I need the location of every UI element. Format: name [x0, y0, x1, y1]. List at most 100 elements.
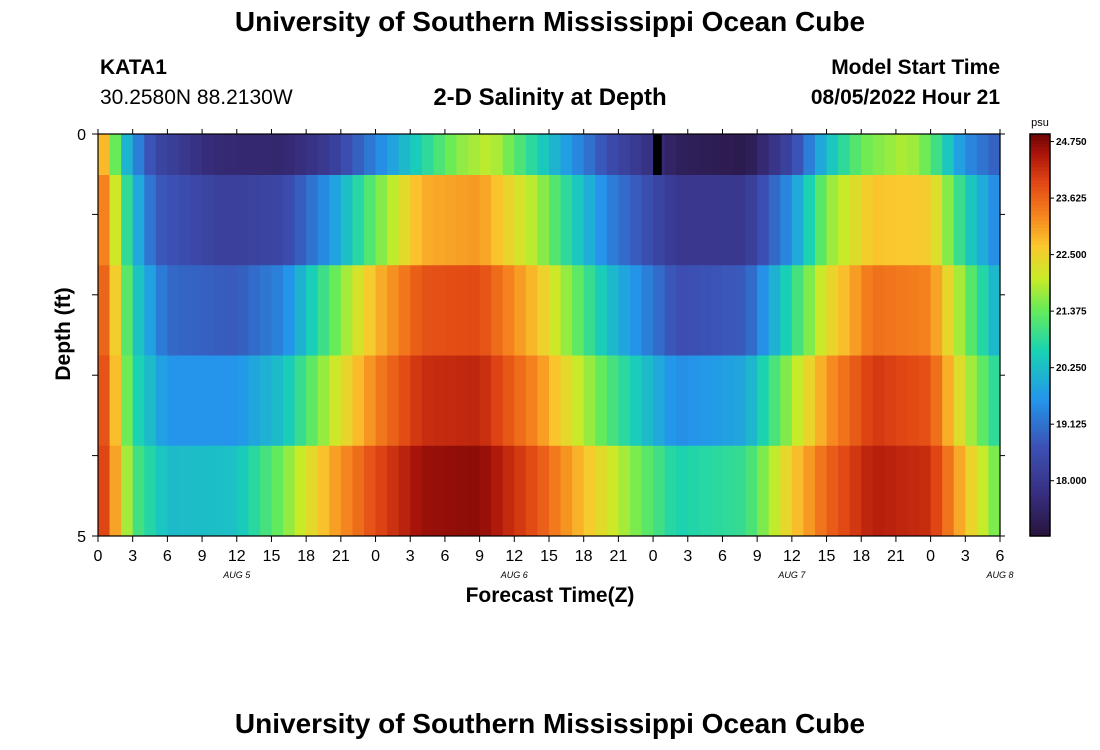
heatmap-cell — [525, 265, 539, 356]
heatmap-cell — [178, 265, 192, 356]
x-tick-label: 12 — [505, 548, 523, 565]
heatmap-cell — [861, 445, 874, 537]
heatmap-cell — [629, 445, 643, 537]
colorbar-segment — [1030, 361, 1050, 366]
colorbar-segment — [1030, 435, 1050, 440]
x-tick-label: 0 — [926, 548, 935, 565]
y-axis-label: Depth (ft) — [52, 287, 75, 381]
colorbar-segment — [1030, 284, 1050, 289]
heatmap-cell — [965, 445, 978, 537]
colorbar-segment — [1030, 274, 1050, 279]
heatmap-cell — [202, 445, 215, 537]
colorbar-segment — [1030, 140, 1050, 145]
heatmap-cell — [213, 265, 226, 356]
heatmap-cell — [768, 134, 781, 176]
heatmap-cell — [352, 445, 365, 537]
heatmap-cell — [421, 265, 434, 356]
heatmap-cell — [583, 134, 596, 176]
colorbar-segment — [1030, 405, 1050, 410]
heatmap-cell — [167, 265, 180, 356]
heatmap-cell — [363, 175, 377, 266]
colorbar-segment — [1030, 197, 1050, 202]
heatmap-cell — [190, 134, 203, 176]
heatmap-cell — [259, 175, 273, 266]
heatmap-cell — [121, 134, 134, 176]
colorbar-segment — [1030, 355, 1050, 359]
heatmap-cell — [456, 175, 469, 266]
heatmap-cell — [352, 175, 365, 266]
heatmap-cell — [271, 175, 284, 266]
colorbar-segment — [1030, 308, 1050, 313]
x-tick-label: 3 — [961, 548, 970, 565]
heatmap-cell — [757, 355, 770, 447]
heatmap-cell — [930, 134, 943, 176]
heatmap-cell — [560, 265, 573, 356]
heatmap-cell — [664, 445, 677, 537]
heatmap-cell — [734, 175, 747, 266]
colorbar-tick-label: 23.625 — [1056, 194, 1087, 205]
heatmap-cell — [259, 445, 273, 537]
heatmap-cell — [895, 265, 909, 356]
heatmap-cell — [491, 355, 504, 447]
heatmap-cell — [976, 175, 990, 266]
heatmap-cell — [537, 445, 550, 537]
model-start-time: 08/05/2022 Hour 21 — [810, 86, 1000, 109]
heatmap-cell — [595, 445, 608, 537]
heatmap-cell — [965, 355, 978, 447]
heatmap-cell — [317, 175, 330, 266]
colorbar-segment — [1030, 438, 1050, 443]
heatmap-cell — [699, 355, 712, 447]
heatmap-cell — [953, 445, 966, 537]
heatmap-cell — [271, 445, 284, 537]
colorbar-segment — [1030, 495, 1050, 500]
colorbar-segment — [1030, 395, 1050, 400]
heatmap-cell — [687, 175, 700, 266]
x-tick-label: 18 — [575, 548, 593, 565]
heatmap-cell — [514, 355, 527, 447]
heatmap-cell — [838, 175, 851, 266]
heatmap-cell — [329, 355, 342, 447]
heatmap-cell — [583, 175, 596, 266]
colorbar-segment — [1030, 458, 1050, 463]
x-tick-label: 6 — [440, 548, 449, 565]
colorbar-segment — [1030, 204, 1050, 209]
colorbar-segment — [1030, 378, 1050, 383]
heatmap-cell — [468, 355, 481, 447]
heatmap-cell — [248, 265, 261, 356]
heatmap-cell — [895, 134, 909, 176]
heatmap-cell — [895, 445, 909, 537]
heatmap-cell — [98, 355, 111, 447]
heatmap-cell — [132, 355, 145, 447]
colorbar-segment — [1030, 358, 1050, 363]
heatmap-cell — [340, 445, 354, 537]
colorbar-segment — [1030, 224, 1050, 229]
heatmap-cell — [976, 265, 990, 356]
heatmap-cell — [953, 355, 966, 447]
colorbar-segment — [1030, 288, 1050, 292]
heatmap-cell — [560, 175, 573, 266]
heatmap-cell — [595, 134, 608, 176]
colorbar-segment — [1030, 157, 1050, 162]
heatmap-cell — [306, 175, 319, 266]
colorbar-segment — [1030, 522, 1050, 527]
heatmap-cell — [248, 445, 261, 537]
heatmap-cell — [537, 134, 550, 176]
heatmap-cell — [699, 175, 712, 266]
heatmap-cell — [814, 355, 828, 447]
heatmap-cell — [965, 134, 978, 176]
heatmap-cell — [930, 175, 943, 266]
x-tick-label: 9 — [198, 548, 207, 565]
heatmap-cell — [525, 175, 539, 266]
heatmap-cell — [942, 355, 955, 447]
colorbar-segment — [1030, 398, 1050, 403]
colorbar-segment — [1030, 278, 1050, 282]
colorbar-segment — [1030, 509, 1050, 514]
heatmap-cell — [537, 265, 550, 356]
heatmap-cell — [976, 355, 990, 447]
heatmap-cell — [190, 265, 203, 356]
heatmap-cell — [942, 445, 955, 537]
station-id: KATA1 — [100, 56, 167, 79]
salinity-heatmap-chart: 0 3 6 9 12 15 18 21 0 3 6 9 12 15 18 21 0 3 6 9 12 15 18 21 0 3 6 A… — [77, 117, 1087, 580]
heatmap-cell — [895, 175, 909, 266]
heatmap-cell — [387, 445, 400, 537]
